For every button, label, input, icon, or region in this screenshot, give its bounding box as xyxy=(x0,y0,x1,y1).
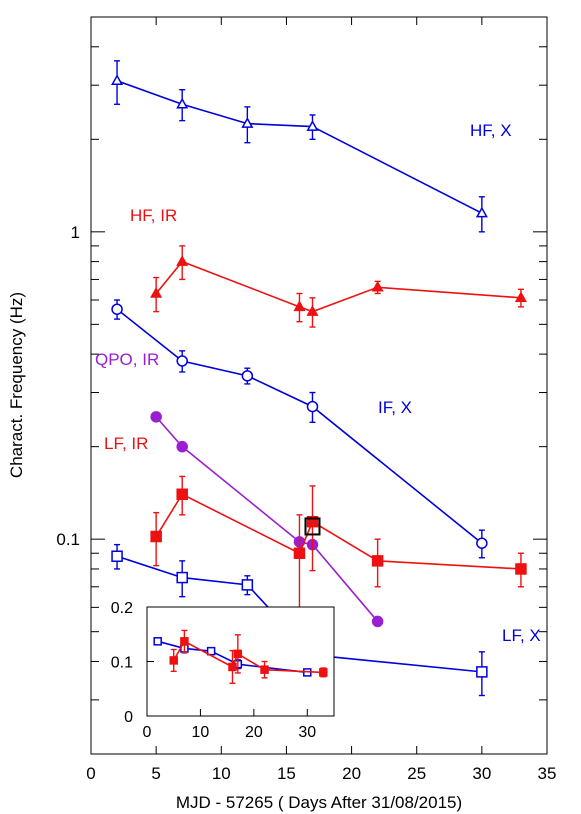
main-data-point xyxy=(371,555,384,567)
inset-x-tick-label: 10 xyxy=(192,724,210,741)
inset-data-point xyxy=(319,668,328,677)
inset-x-tick-label: 0 xyxy=(143,724,152,741)
main-data-point xyxy=(241,117,254,128)
series-label: HF, IR xyxy=(130,206,177,225)
inset-x-tick-label: 20 xyxy=(245,724,263,741)
main-data-point xyxy=(293,300,306,312)
main-series xyxy=(150,475,527,609)
inset-data-point xyxy=(228,662,237,672)
main-data-point xyxy=(176,440,188,453)
x-tick-label: 30 xyxy=(472,764,491,783)
series-label: QPO, IR xyxy=(95,350,159,369)
inset-series-group xyxy=(153,629,328,684)
main-data-point xyxy=(111,550,123,562)
main-data-point xyxy=(371,280,384,292)
main-data-point xyxy=(293,547,306,559)
main-series-line xyxy=(155,493,521,570)
main-data-point xyxy=(476,666,488,678)
main-series-line xyxy=(116,80,483,214)
main-series xyxy=(111,299,488,559)
main-data-point xyxy=(515,563,527,575)
inset-data-point xyxy=(233,649,243,659)
main-series xyxy=(150,411,384,628)
main-tick-group: 0 5 10 15 20 25 30 35 0.1 1 xyxy=(56,16,557,783)
highlight-marker xyxy=(304,517,321,536)
x-tick-label: 20 xyxy=(342,764,361,783)
main-plot-frame xyxy=(90,16,548,755)
x-tick-label: 0 xyxy=(86,764,95,783)
main-data-point xyxy=(176,488,188,501)
inset-x-tick-label: 30 xyxy=(298,724,316,741)
main-data-point xyxy=(111,303,123,315)
inset-data-point xyxy=(169,656,178,665)
main-data-point xyxy=(475,206,488,218)
main-series-line xyxy=(155,260,522,313)
inset-y-tick-label: 0 xyxy=(124,709,133,726)
x-tick-label: 10 xyxy=(212,764,231,783)
main-data-point xyxy=(176,355,188,367)
main-series xyxy=(150,245,527,328)
x-tick-label: 5 xyxy=(151,764,160,783)
main-data-point xyxy=(150,411,162,423)
x-tick-label: 35 xyxy=(538,764,557,783)
series-label: LF, X xyxy=(502,626,541,645)
main-data-point xyxy=(514,291,527,303)
main-data-point xyxy=(176,255,189,266)
inset-data-point xyxy=(180,637,189,646)
main-data-point xyxy=(241,370,254,382)
main-data-point xyxy=(306,120,319,131)
series-label-group: HF, X HF, IR IF, X QPO, IR LF, IR LF, X xyxy=(95,121,541,645)
main-series-line xyxy=(116,308,483,544)
x-tick-label: 15 xyxy=(277,764,296,783)
main-data-point xyxy=(241,579,254,591)
main-series-line xyxy=(155,416,379,622)
inset-y-tick-label: 0.1 xyxy=(111,655,133,672)
series-label: IF, X xyxy=(378,398,412,417)
y-axis-title: Charact. Frequency (Hz) xyxy=(7,292,26,478)
main-data-point xyxy=(150,286,163,298)
inset-series xyxy=(169,629,328,684)
x-axis-title: MJD - 57265 ( Days After 31/08/2015) xyxy=(176,793,462,812)
x-tick-label: 25 xyxy=(407,764,426,783)
inset-data-point xyxy=(153,637,162,646)
main-data-point xyxy=(111,74,124,86)
main-data-point xyxy=(476,537,488,549)
inset-y-tick-label: 0.2 xyxy=(111,600,133,617)
main-data-point xyxy=(306,515,319,528)
main-data-point xyxy=(306,305,319,316)
inset-data-point xyxy=(260,665,269,674)
main-series xyxy=(111,60,488,233)
series-label: LF, IR xyxy=(104,434,148,453)
main-data-point xyxy=(176,571,188,584)
main-data-point xyxy=(176,97,189,109)
inset-tick-group: 0 0.1 0.2 0 10 20 30 xyxy=(111,600,317,741)
y-tick-label: 1 xyxy=(71,223,80,242)
main-series-group xyxy=(111,60,527,697)
series-label: HF, X xyxy=(470,121,512,140)
main-data-point xyxy=(371,615,384,628)
main-data-point xyxy=(150,530,162,543)
main-data-point xyxy=(306,400,319,413)
inset-data-point xyxy=(206,646,216,656)
y-tick-label: 0.1 xyxy=(56,530,80,549)
